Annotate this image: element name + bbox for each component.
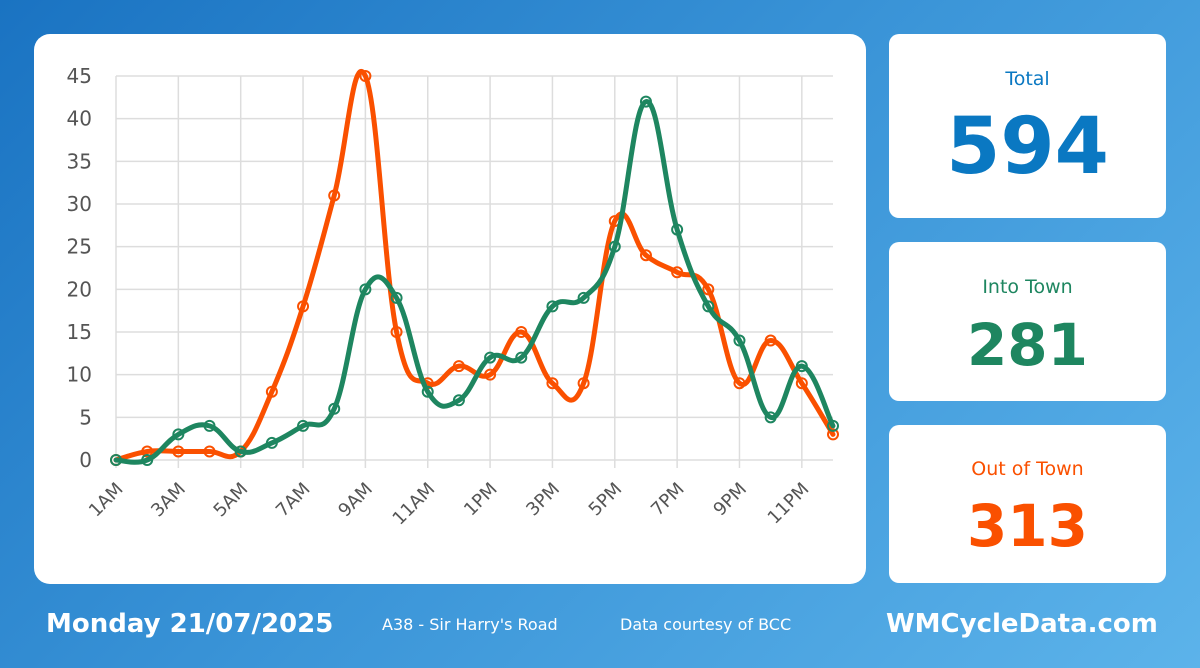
footer-credit: Data courtesy of BCC [620, 615, 792, 634]
into-town-value: 281 [966, 311, 1089, 379]
data-point [546, 377, 559, 390]
x-tick-label: 3PM [522, 479, 564, 521]
y-tick-label: 20 [67, 277, 92, 301]
x-tick-label: 3AM [147, 479, 190, 522]
data-point [110, 454, 122, 466]
series-into-town [110, 95, 839, 466]
data-point [390, 326, 403, 338]
data-point [297, 300, 310, 313]
data-point [203, 419, 216, 432]
series-line-into-town [113, 99, 836, 465]
data-point [515, 326, 528, 338]
chart-grid [115, 75, 833, 468]
data-point [359, 70, 372, 82]
x-tick-label: 1AM [85, 479, 128, 522]
y-tick-label: 35 [67, 149, 92, 173]
x-tick-label: 5PM [585, 479, 627, 521]
y-tick-label: 5 [79, 405, 92, 429]
data-point [671, 223, 684, 236]
out-of-town-card: Out of Town 313 [889, 425, 1166, 583]
data-point [141, 445, 154, 458]
data-point [359, 283, 372, 296]
data-point [795, 377, 808, 390]
into-town-label: Into Town [982, 276, 1073, 298]
data-point [764, 334, 777, 347]
data-point [702, 283, 715, 296]
data-point [297, 419, 310, 432]
data-point [484, 368, 497, 381]
x-tick-label: 11AM [389, 479, 440, 530]
x-tick-label: 7AM [272, 479, 315, 522]
data-point [577, 377, 590, 390]
x-tick-label: 9AM [334, 479, 377, 522]
data-point [639, 95, 652, 108]
y-tick-label: 10 [67, 363, 92, 387]
data-point [795, 360, 808, 373]
footer-road: A38 - Sir Harry's Road [382, 615, 558, 634]
data-point [827, 419, 839, 432]
footer-site-link[interactable]: WMCycleData.com [886, 609, 1158, 639]
data-point [764, 411, 777, 424]
data-point [484, 351, 497, 364]
x-tick-label: 5AM [210, 479, 253, 522]
total-value: 594 [946, 102, 1109, 192]
data-point [452, 360, 465, 373]
chart-series [110, 69, 839, 466]
data-point [827, 428, 839, 441]
data-point [546, 300, 559, 313]
x-tick-label: 9PM [709, 479, 751, 521]
out-of-town-label: Out of Town [971, 458, 1084, 480]
series-line-out-of-town [113, 69, 836, 463]
data-point [639, 249, 652, 262]
data-point [421, 385, 434, 398]
data-point [733, 377, 746, 390]
data-point [265, 436, 278, 449]
data-point [671, 266, 684, 279]
y-tick-label: 45 [67, 64, 92, 88]
total-card: Total 594 [889, 34, 1166, 218]
x-tick-label: 1PM [460, 479, 502, 521]
data-point [234, 445, 247, 458]
data-point [577, 291, 590, 304]
data-point [203, 445, 216, 458]
chart-panel: 0 5 10 15 20 25 30 35 40 45 1AM 3AM 5AM 7AM 9AM 11AM 1P… [34, 34, 866, 584]
data-point [172, 428, 185, 441]
out-of-town-value: 313 [966, 492, 1089, 560]
y-tick-label: 0 [79, 448, 92, 472]
data-point [390, 291, 403, 304]
total-label: Total [1005, 68, 1050, 90]
data-point [172, 445, 185, 458]
y-tick-label: 30 [67, 192, 92, 216]
footer-date: Monday 21/07/2025 [46, 609, 334, 639]
data-point [328, 189, 341, 202]
data-point [265, 385, 278, 398]
data-point [141, 454, 154, 466]
data-point [733, 334, 746, 347]
series-out-of-town [110, 69, 839, 466]
data-point [515, 351, 528, 364]
y-tick-label: 15 [67, 320, 92, 344]
data-point [608, 240, 621, 253]
y-tick-label: 40 [67, 107, 92, 131]
y-axis-ticks: 0 5 10 15 20 25 30 35 40 45 [67, 64, 92, 472]
x-tick-label: 7PM [647, 479, 689, 521]
x-axis-ticks: 1AM 3AM 5AM 7AM 9AM 11AM 1PM 3PM 5PM 7PM 9PM 11PM [85, 479, 813, 530]
line-chart: 0 5 10 15 20 25 30 35 40 45 1AM 3AM 5AM 7AM 9AM 11AM 1P… [67, 64, 839, 530]
data-point [452, 394, 465, 407]
x-tick-label: 11PM [764, 479, 814, 529]
y-tick-label: 25 [67, 235, 92, 259]
data-point [702, 300, 715, 313]
into-town-card: Into Town 281 [889, 242, 1166, 401]
data-point [328, 402, 341, 415]
